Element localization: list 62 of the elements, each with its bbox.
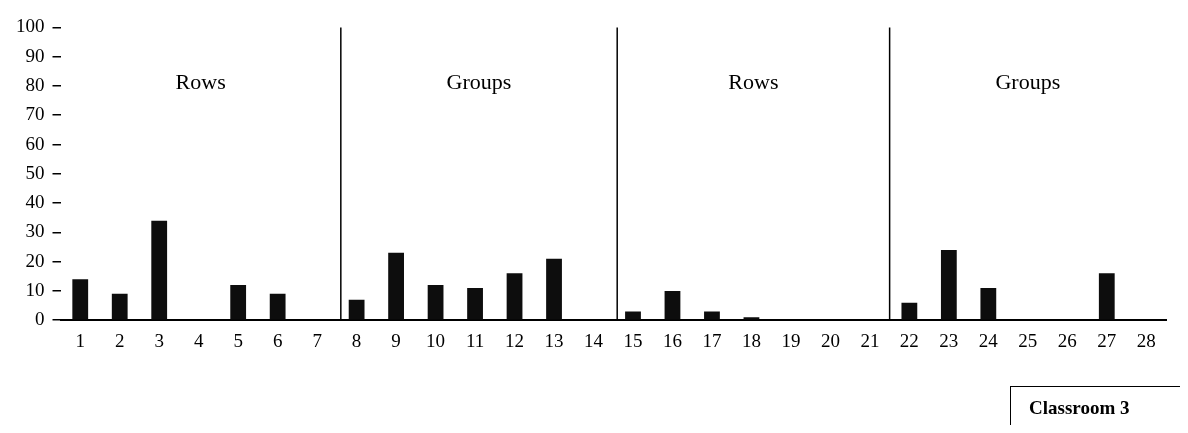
bar (664, 290, 681, 320)
bar (1098, 273, 1115, 320)
x-tick-label: 5 (233, 329, 243, 351)
x-tick-label: 13 (544, 329, 564, 351)
bar (111, 293, 128, 320)
bar (940, 249, 957, 320)
bar (72, 279, 89, 320)
x-tick-label: 20 (820, 329, 840, 351)
x-tick-label: 9 (391, 329, 401, 351)
x-tick-label: 27 (1097, 329, 1117, 351)
x-tick-label: 10 (426, 329, 446, 351)
y-tick-label: 90 (25, 44, 45, 66)
y-tick-label: 30 (25, 220, 45, 242)
y-tick-label: 40 (25, 191, 45, 213)
y-tick-label: 0 (35, 308, 45, 330)
bar (388, 252, 404, 320)
x-tick-label: 2 (114, 329, 125, 351)
bar (427, 285, 444, 320)
x-tick-label: 24 (978, 329, 999, 351)
bar (704, 311, 720, 320)
x-tick-label: 22 (899, 329, 919, 351)
bar (269, 293, 286, 320)
x-tick-label: 16 (662, 329, 682, 351)
bar (506, 273, 523, 320)
x-tick-label: 25 (1018, 329, 1038, 351)
x-tick-label: 6 (272, 329, 283, 351)
y-tick-label: 70 (25, 103, 45, 125)
x-tick-label: 4 (193, 329, 204, 351)
annotation: Rows (175, 68, 226, 94)
bar (230, 285, 247, 320)
bar (151, 220, 168, 320)
annotation: Rows (728, 68, 779, 94)
bar (625, 311, 641, 320)
x-tick-label: 14 (584, 329, 604, 351)
annotation: Groups (446, 68, 512, 94)
x-tick-label: 1 (75, 329, 85, 351)
y-tick-label: 60 (25, 132, 45, 154)
x-tick-label: 23 (939, 329, 959, 351)
y-tick-label: 20 (25, 249, 45, 271)
x-tick-label: 28 (1136, 329, 1156, 351)
x-tick-label: 21 (860, 329, 880, 351)
x-tick-label: 7 (312, 329, 322, 351)
x-tick-label: 18 (741, 329, 761, 351)
bar (546, 258, 562, 320)
x-tick-label: 15 (623, 329, 643, 351)
x-tick-label: 19 (781, 329, 801, 351)
y-tick-label: 50 (25, 161, 45, 183)
x-tick-label: 11 (465, 329, 485, 351)
bar (980, 287, 997, 320)
x-tick-label: 3 (154, 329, 164, 351)
y-tick-label: 100 (16, 15, 45, 37)
y-tick-label: 80 (25, 73, 45, 95)
x-tick-label: 17 (702, 329, 722, 351)
x-tick-label: 8 (351, 329, 362, 351)
x-tick-label: 12 (505, 329, 525, 351)
text: Classroom 3 (1010, 386, 1180, 425)
bar (467, 287, 483, 320)
y-tick-label: 10 (25, 278, 45, 300)
annotation: Groups (995, 68, 1061, 94)
bar (901, 302, 918, 320)
x-tick-label: 26 (1057, 329, 1077, 351)
bar (348, 299, 365, 320)
